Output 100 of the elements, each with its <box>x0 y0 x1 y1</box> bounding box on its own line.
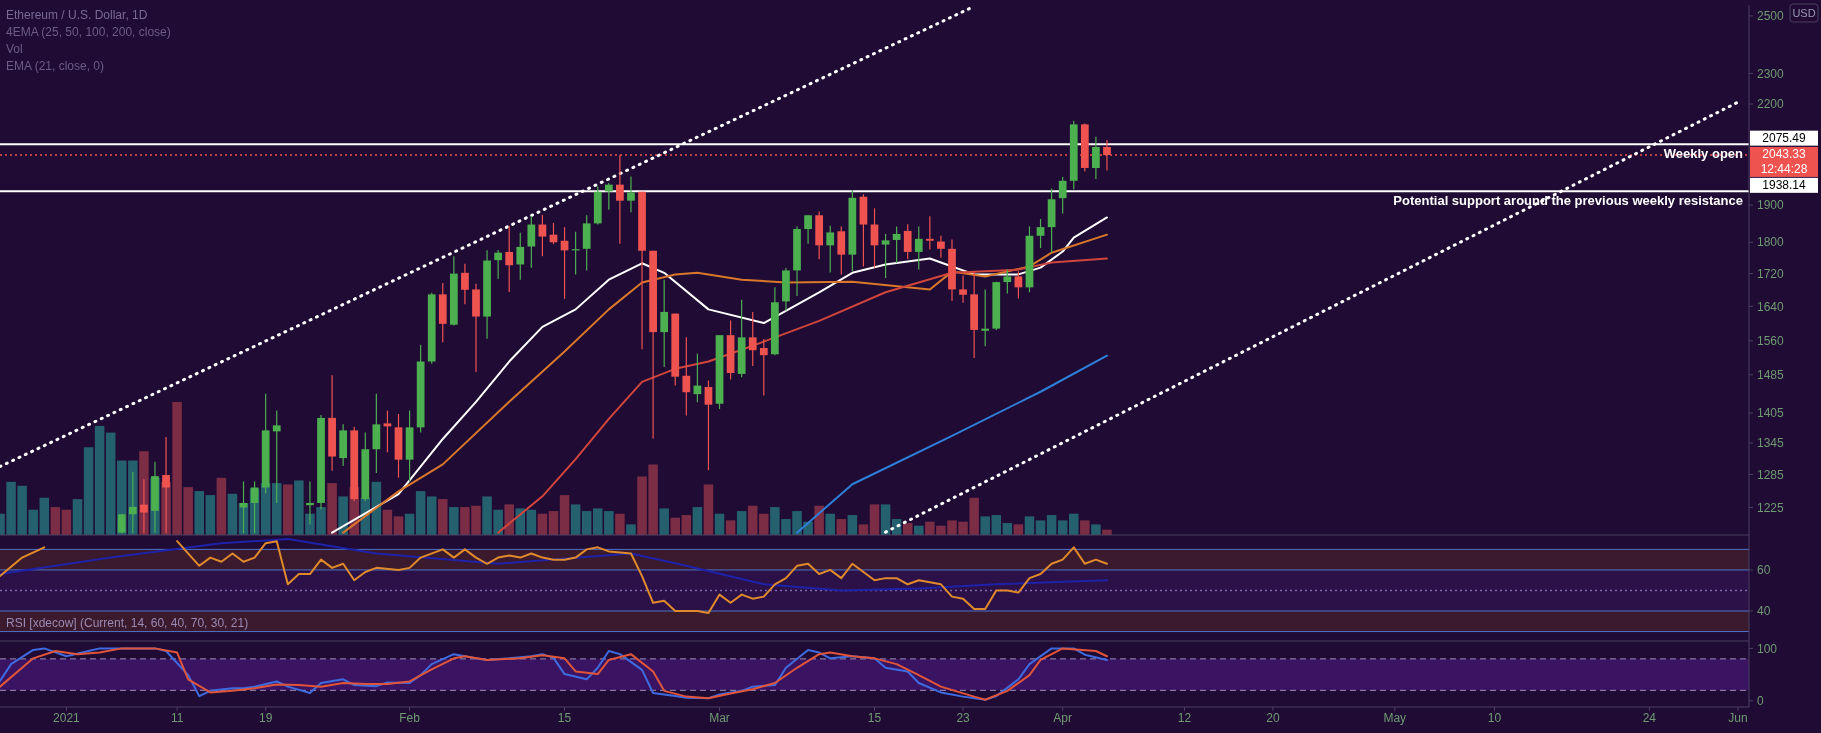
x-tick-label: 20 <box>1266 711 1280 725</box>
candlestick <box>881 233 890 279</box>
candlestick <box>748 311 757 367</box>
bar <box>847 515 858 535</box>
bar <box>327 483 337 535</box>
bar <box>703 484 714 535</box>
candlestick <box>837 225 846 276</box>
y-tick-label: 1345 <box>1757 436 1785 451</box>
bar <box>1057 520 1068 535</box>
x-tick-label: 24 <box>1642 711 1657 725</box>
y-tick-label: 1720 <box>1757 266 1785 281</box>
x-tick-label: May <box>1383 711 1407 725</box>
bar <box>426 496 437 535</box>
bar <box>869 504 880 535</box>
x-tick-label: Jun <box>1728 711 1748 725</box>
bar <box>216 477 227 535</box>
candlestick <box>1058 176 1067 215</box>
bar <box>83 447 94 535</box>
bar <box>61 509 72 535</box>
bar <box>415 491 426 535</box>
candlestick <box>1036 218 1045 249</box>
bar <box>681 515 692 535</box>
bar <box>526 509 537 535</box>
bar <box>548 511 559 535</box>
y-tick-label: 0 <box>1757 694 1764 709</box>
bar <box>94 425 105 535</box>
y-tick-label: 1640 <box>1757 299 1785 314</box>
bar <box>1024 516 1035 535</box>
bar <box>626 524 636 535</box>
line-series <box>0 647 1108 701</box>
bar <box>1080 520 1090 535</box>
y-tick-label: 1900 <box>1757 198 1785 213</box>
candlestick <box>538 214 547 257</box>
bar <box>559 495 570 535</box>
ref-line-label: Potential support around the previous weekly resistance <box>1393 193 1743 209</box>
candlestick <box>925 215 934 251</box>
bar <box>581 511 592 535</box>
candlestick <box>892 225 901 264</box>
x-tick-label: 10 <box>1487 711 1502 725</box>
candlestick <box>516 232 525 281</box>
candlestick <box>604 182 613 211</box>
candlestick <box>627 176 635 213</box>
bar <box>50 507 61 535</box>
ref-line-label: Weekly open <box>1663 146 1744 162</box>
bar <box>72 499 83 535</box>
x-tick-label: 2021 <box>53 711 81 725</box>
y-tick-label: 60 <box>1757 563 1771 578</box>
x-tick-label: Feb <box>399 711 421 725</box>
candlestick <box>981 288 990 347</box>
bar <box>382 509 393 535</box>
y-tick-label: 2500 <box>1757 9 1785 24</box>
text: 1938.14 <box>1762 178 1807 193</box>
y-tick-label: 100 <box>1757 641 1778 656</box>
candlestick <box>505 225 514 293</box>
candlestick <box>959 275 967 304</box>
candlestick <box>759 338 768 397</box>
x-tick-label: 23 <box>956 711 971 725</box>
y-tick-label: 2300 <box>1757 66 1785 81</box>
bar <box>1068 513 1079 535</box>
bar <box>283 484 293 535</box>
candlestick <box>937 235 945 259</box>
y-tick-label: 1285 <box>1757 467 1785 482</box>
x-tick-label: Mar <box>709 711 730 725</box>
bar <box>449 507 459 535</box>
x-tick-label: 11 <box>170 711 184 725</box>
bar <box>747 505 758 535</box>
bar <box>271 483 282 535</box>
chart-title: Ethereum / U.S. Dollar, 1D <box>6 8 148 22</box>
line-series <box>0 538 1108 592</box>
annotation: 4EMA (25, 50, 100, 200, close) <box>6 25 171 39</box>
bar <box>825 513 835 535</box>
y-tick-label: 1405 <box>1757 406 1785 421</box>
candlestick <box>527 215 536 269</box>
text: 2075.49 <box>1762 131 1807 146</box>
candlestick <box>461 263 469 305</box>
candlestick <box>826 225 835 274</box>
x-tick-label: 15 <box>867 711 882 725</box>
candlestick <box>1092 136 1100 180</box>
annotation: Vol <box>6 42 23 56</box>
candlestick <box>1003 269 1012 295</box>
bar <box>1046 515 1057 535</box>
x-tick-label: 15 <box>557 711 572 725</box>
bar <box>39 497 50 535</box>
candlestick <box>804 214 812 245</box>
candlestick <box>682 336 691 417</box>
candlestick <box>494 249 503 280</box>
bar <box>194 491 205 535</box>
bar <box>759 513 769 535</box>
candlestick <box>914 225 923 271</box>
bar <box>570 504 581 535</box>
bar <box>338 496 348 535</box>
candlestick <box>660 279 669 368</box>
bar <box>393 516 404 535</box>
y-axis-title: USD <box>1792 7 1816 19</box>
bar <box>659 508 669 535</box>
bar <box>504 504 514 535</box>
y-tick-label: 40 <box>1757 604 1771 619</box>
x-tick-label: Apr <box>1053 711 1073 725</box>
bar <box>227 493 238 535</box>
bar <box>980 516 990 535</box>
